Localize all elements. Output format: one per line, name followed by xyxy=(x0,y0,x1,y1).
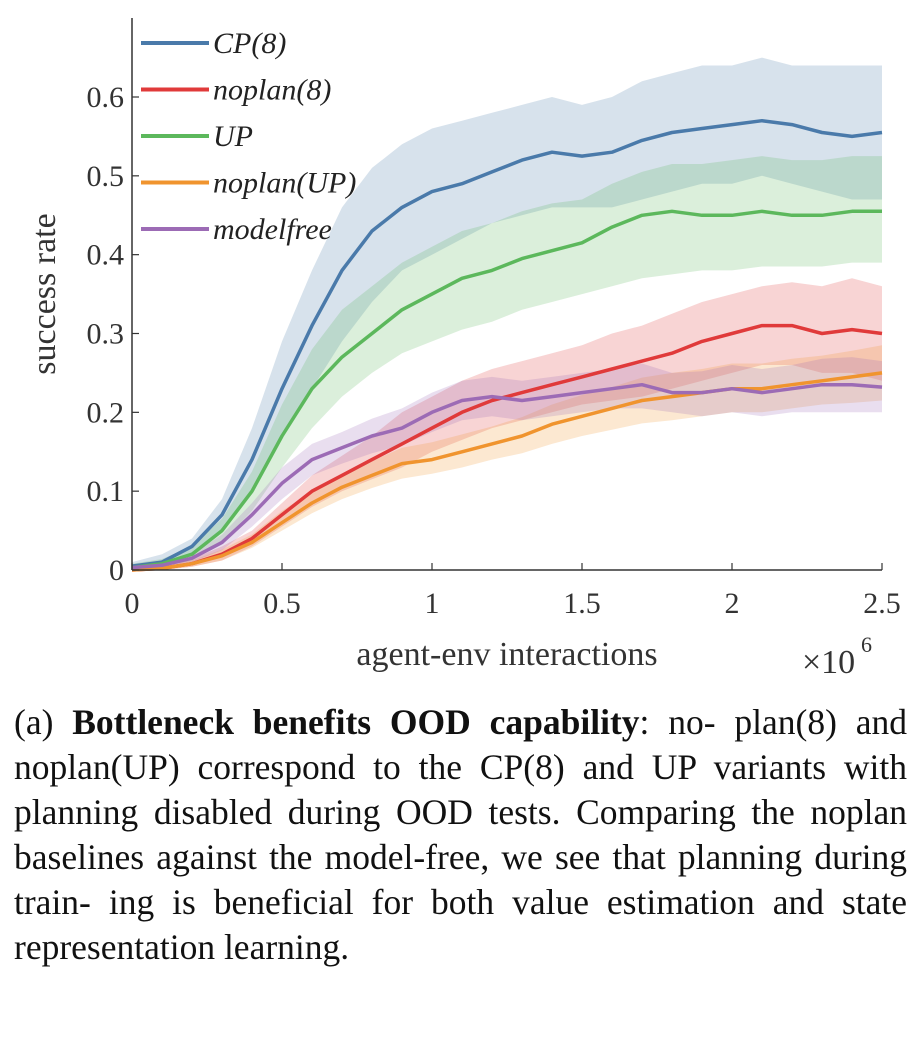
caption-bold-title: Bottleneck benefits OOD capability xyxy=(72,702,640,742)
band-modelfree xyxy=(132,357,882,570)
legend-label: noplan(UP) xyxy=(213,167,356,200)
line-up xyxy=(131,209,882,570)
x-multiplier-exponent: 6 xyxy=(861,632,872,657)
legend-label: CP(8) xyxy=(213,27,286,60)
y-tick-label: 0.4 xyxy=(87,239,125,272)
y-tick-label: 0.1 xyxy=(87,475,125,508)
y-tick-label: 0.5 xyxy=(87,160,125,193)
legend-label: UP xyxy=(213,120,253,153)
y-tick-label: 0.2 xyxy=(87,396,125,429)
axes xyxy=(131,18,882,571)
x-tick-label: 0 xyxy=(125,587,140,620)
x-multiplier-label: ×10 xyxy=(802,644,855,681)
x-tick-label: 2.5 xyxy=(863,587,901,620)
legend-label: modelfree xyxy=(213,213,332,246)
x-axis-label: agent-env interactions xyxy=(356,636,657,673)
legend-label: noplan(8) xyxy=(213,74,331,107)
caption-line-7: representation learning. xyxy=(14,927,350,967)
line-noplan-up xyxy=(131,371,883,572)
line-modelfree xyxy=(131,382,883,570)
y-axis-label: success rate xyxy=(26,213,63,374)
y-tick-label: 0.6 xyxy=(87,81,125,114)
line-cp-8 xyxy=(131,118,883,568)
x-tick-label: 1.5 xyxy=(563,587,601,620)
x-ticks: 0 0.5 1 1.5 2 2.5 xyxy=(125,563,901,620)
series-lines xyxy=(131,118,883,572)
caption-line-4: OOD tests. Comparing the noplan baseline… xyxy=(14,792,907,877)
caption-line-2: plan(8) and noplan(UP) correspond to the… xyxy=(14,702,908,787)
x-tick-label: 2 xyxy=(725,587,740,620)
band-up xyxy=(132,156,882,570)
band-noplan-up xyxy=(132,345,882,570)
y-ticks: 0 0.1 0.2 0.3 0.4 0.5 0.6 xyxy=(87,81,139,587)
caption-line-3: and UP variants with planning disabled d… xyxy=(14,747,908,832)
caption-line-6: ing is beneficial for both value estimat… xyxy=(108,882,907,922)
caption-line-5: the model-free, we see that planning dur… xyxy=(14,837,908,922)
chart: 0 0.5 1 1.5 2 2.5 0 0.1 0.2 0.3 0.4 0.5 0.6 agent-e… xyxy=(26,18,901,681)
line-noplan-8 xyxy=(131,323,883,572)
x-tick-label: 0.5 xyxy=(263,587,301,620)
band-cp-8 xyxy=(132,57,882,571)
caption-prefix: (a) xyxy=(14,702,73,742)
caption-line-1: : no- xyxy=(639,702,716,742)
y-tick-label: 0.3 xyxy=(87,318,125,351)
x-tick-label: 1 xyxy=(425,587,440,620)
figure-caption: (a) Bottleneck benefits OOD capability: … xyxy=(14,700,907,970)
y-tick-label: 0 xyxy=(109,554,124,587)
legend: CP(8) noplan(8) UP noplan(UP) modelfree xyxy=(141,27,356,246)
